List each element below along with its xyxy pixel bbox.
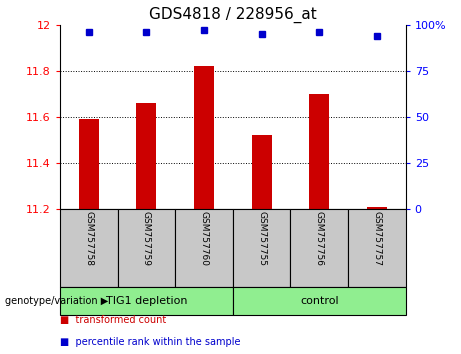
Bar: [136, 103, 156, 209]
Bar: [118, 209, 175, 287]
Text: GSM757758: GSM757758: [84, 211, 93, 266]
Title: GDS4818 / 228956_at: GDS4818 / 228956_at: [149, 7, 317, 23]
Text: ■  percentile rank within the sample: ■ percentile rank within the sample: [60, 337, 241, 347]
Bar: [252, 135, 272, 209]
Text: GSM757760: GSM757760: [200, 211, 208, 266]
Bar: [309, 94, 329, 209]
Text: control: control: [300, 296, 338, 306]
Bar: [233, 287, 406, 315]
Bar: [175, 209, 233, 287]
Bar: [79, 119, 99, 209]
Bar: [60, 287, 233, 315]
Bar: [348, 209, 406, 287]
Bar: [194, 66, 214, 209]
Text: genotype/variation ▶: genotype/variation ▶: [5, 296, 108, 306]
Text: TIG1 depletion: TIG1 depletion: [106, 296, 187, 306]
Text: GSM757756: GSM757756: [315, 211, 324, 266]
Bar: [367, 207, 387, 209]
Bar: [60, 209, 118, 287]
Text: GSM757755: GSM757755: [257, 211, 266, 266]
Bar: [290, 209, 348, 287]
Text: GSM757759: GSM757759: [142, 211, 151, 266]
Text: ■  transformed count: ■ transformed count: [60, 315, 166, 325]
Text: GSM757757: GSM757757: [372, 211, 381, 266]
Bar: [233, 209, 290, 287]
